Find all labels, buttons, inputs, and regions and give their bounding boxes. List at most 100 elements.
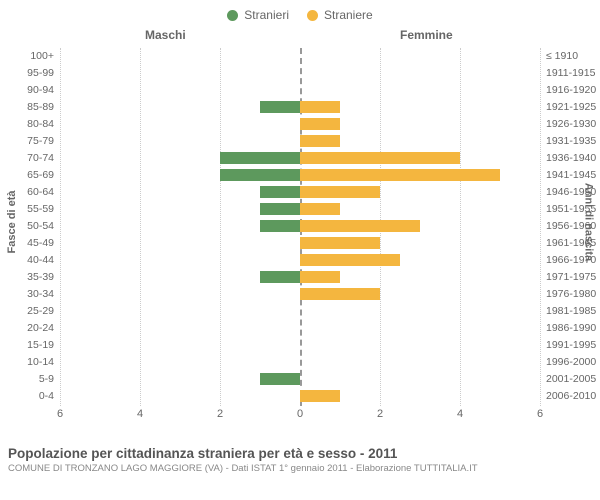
age-row: 90-941916-1920 (60, 82, 540, 99)
legend-label-male: Stranieri (244, 8, 289, 22)
birth-year-label: 1946-1950 (546, 184, 600, 201)
bar-male (260, 203, 300, 215)
plot-area: 0224466100+≤ 191095-991911-191590-941916… (60, 48, 540, 406)
x-tick: 6 (537, 408, 543, 420)
age-label: 95-99 (4, 65, 54, 82)
birth-year-label: 1991-1995 (546, 337, 600, 354)
x-tick: 4 (457, 408, 463, 420)
bar-male (260, 101, 300, 113)
bar-male (220, 152, 300, 164)
age-row: 85-891921-1925 (60, 99, 540, 116)
birth-year-label: 1926-1930 (546, 116, 600, 133)
bar-female (300, 271, 340, 283)
bar-male (260, 271, 300, 283)
header-female: Femmine (400, 28, 453, 42)
legend-label-female: Straniere (324, 8, 373, 22)
population-pyramid-chart: Maschi Femmine Fasce di età Anni di nasc… (0, 22, 600, 442)
birth-year-label: 1931-1935 (546, 133, 600, 150)
age-row: 75-791931-1935 (60, 133, 540, 150)
legend: Stranieri Straniere (0, 0, 600, 22)
bar-male (220, 169, 300, 181)
age-label: 80-84 (4, 116, 54, 133)
age-label: 35-39 (4, 269, 54, 286)
age-label: 0-4 (4, 388, 54, 405)
birth-year-label: 1986-1990 (546, 320, 600, 337)
age-label: 100+ (4, 48, 54, 65)
bar-female (300, 152, 460, 164)
age-label: 20-24 (4, 320, 54, 337)
age-row: 50-541956-1960 (60, 218, 540, 235)
x-tick: 6 (57, 408, 63, 420)
birth-year-label: 1971-1975 (546, 269, 600, 286)
age-label: 75-79 (4, 133, 54, 150)
age-label: 60-64 (4, 184, 54, 201)
birth-year-label: 2001-2005 (546, 371, 600, 388)
legend-item-female: Straniere (307, 8, 373, 22)
gridline (540, 48, 541, 406)
age-label: 25-29 (4, 303, 54, 320)
age-row: 15-191991-1995 (60, 337, 540, 354)
bar-female (300, 135, 340, 147)
age-label: 45-49 (4, 235, 54, 252)
bar-female (300, 237, 380, 249)
birth-year-label: 2006-2010 (546, 388, 600, 405)
chart-title: Popolazione per cittadinanza straniera p… (8, 446, 592, 461)
bar-female (300, 118, 340, 130)
legend-swatch-male (227, 10, 238, 21)
legend-item-male: Stranieri (227, 8, 289, 22)
bar-male (260, 373, 300, 385)
age-row: 100+≤ 1910 (60, 48, 540, 65)
bar-female (300, 101, 340, 113)
age-label: 15-19 (4, 337, 54, 354)
age-row: 20-241986-1990 (60, 320, 540, 337)
age-row: 95-991911-1915 (60, 65, 540, 82)
age-row: 10-141996-2000 (60, 354, 540, 371)
age-row: 0-42006-2010 (60, 388, 540, 405)
bar-female (300, 220, 420, 232)
birth-year-label: 1911-1915 (546, 65, 600, 82)
age-row: 5-92001-2005 (60, 371, 540, 388)
bar-male (260, 186, 300, 198)
bar-female (300, 203, 340, 215)
age-row: 60-641946-1950 (60, 184, 540, 201)
x-tick: 2 (217, 408, 223, 420)
age-label: 40-44 (4, 252, 54, 269)
birth-year-label: 1941-1945 (546, 167, 600, 184)
age-row: 65-691941-1945 (60, 167, 540, 184)
age-label: 10-14 (4, 354, 54, 371)
age-label: 90-94 (4, 82, 54, 99)
bar-female (300, 254, 400, 266)
birth-year-label: 1921-1925 (546, 99, 600, 116)
birth-year-label: 1951-1955 (546, 201, 600, 218)
age-row: 35-391971-1975 (60, 269, 540, 286)
header-male: Maschi (145, 28, 186, 42)
age-label: 65-69 (4, 167, 54, 184)
age-row: 40-441966-1970 (60, 252, 540, 269)
birth-year-label: 1981-1985 (546, 303, 600, 320)
birth-year-label: 1916-1920 (546, 82, 600, 99)
birth-year-label: 1961-1965 (546, 235, 600, 252)
age-row: 30-341976-1980 (60, 286, 540, 303)
bar-female (300, 169, 500, 181)
x-tick: 2 (377, 408, 383, 420)
age-row: 70-741936-1940 (60, 150, 540, 167)
bar-female (300, 390, 340, 402)
age-label: 5-9 (4, 371, 54, 388)
age-label: 50-54 (4, 218, 54, 235)
age-row: 55-591951-1955 (60, 201, 540, 218)
age-label: 55-59 (4, 201, 54, 218)
age-label: 85-89 (4, 99, 54, 116)
birth-year-label: 1936-1940 (546, 150, 600, 167)
bar-male (260, 220, 300, 232)
age-row: 25-291981-1985 (60, 303, 540, 320)
x-tick: 4 (137, 408, 143, 420)
birth-year-label: ≤ 1910 (546, 48, 600, 65)
bar-female (300, 186, 380, 198)
chart-subtitle: COMUNE DI TRONZANO LAGO MAGGIORE (VA) - … (8, 463, 592, 474)
birth-year-label: 1966-1970 (546, 252, 600, 269)
age-label: 70-74 (4, 150, 54, 167)
chart-footer: Popolazione per cittadinanza straniera p… (0, 446, 600, 474)
x-tick: 0 (297, 408, 303, 420)
birth-year-label: 1956-1960 (546, 218, 600, 235)
legend-swatch-female (307, 10, 318, 21)
